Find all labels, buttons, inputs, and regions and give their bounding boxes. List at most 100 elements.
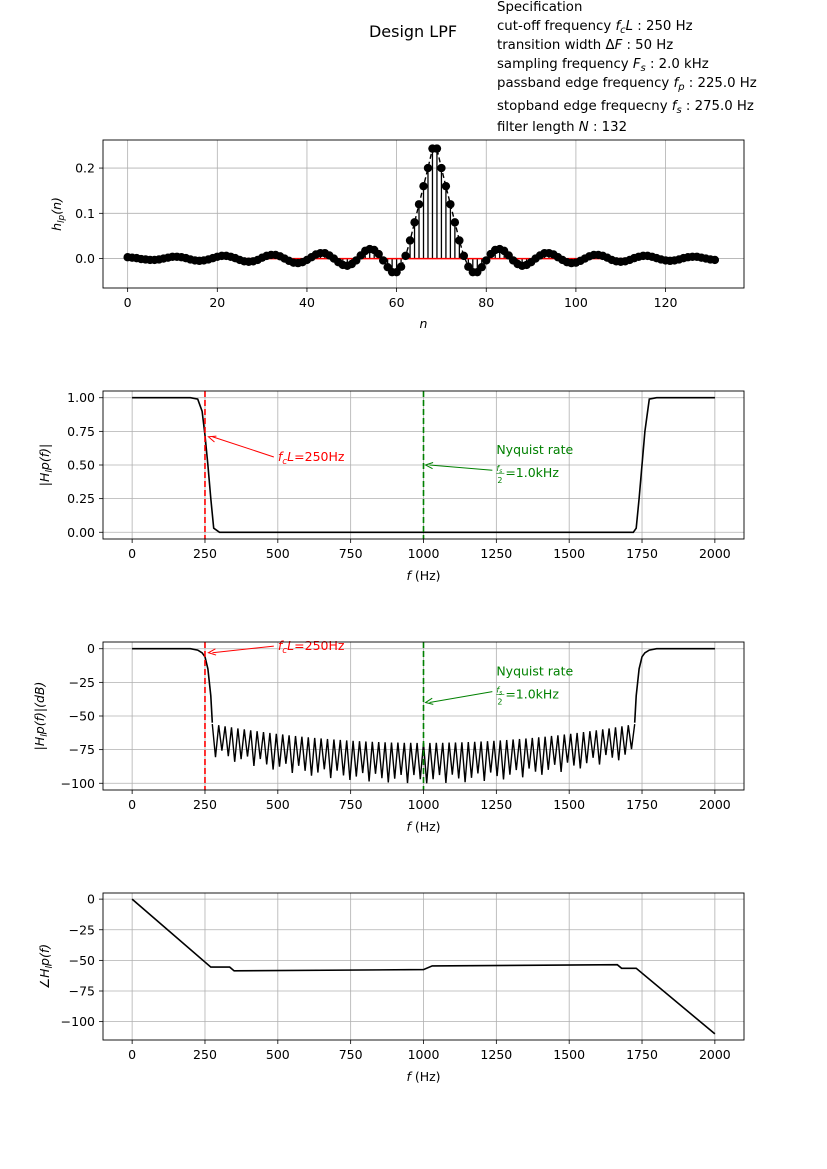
magnitude-trace (132, 396, 715, 534)
x-tick-label: 1500 (553, 546, 585, 561)
y-tick-label: 0 (87, 892, 95, 907)
annotation-cutoff: fcL=250Hz (278, 449, 345, 467)
y-tick-label: −100 (61, 1014, 95, 1029)
plot-area (131, 898, 716, 1035)
annotation-nyquist-value: fs 2=1.0kHz (496, 464, 559, 485)
x-tick-label: 80 (478, 295, 494, 310)
y-tick-label: −50 (69, 953, 95, 968)
plot-area (132, 391, 715, 539)
x-tick-label: 1500 (553, 1047, 585, 1062)
spec-line-passband: passband edge frequency fp : 225.0 Hz (497, 76, 757, 93)
stem-marker (482, 256, 491, 265)
y-tick-label: −25 (69, 922, 95, 937)
y-tick-label: 0.25 (67, 491, 95, 506)
annotation-arrow (212, 645, 274, 654)
annotation-nyquist-title: Nyquist rate (496, 664, 573, 679)
stem-marker (455, 236, 464, 245)
annotation-nyquist-title: Nyquist rate (496, 442, 573, 457)
annotation-arrowhead (207, 648, 217, 656)
x-tick-label: 1750 (626, 797, 658, 812)
x-axis-label: f (Hz) (406, 568, 440, 583)
x-tick-label: 40 (299, 295, 315, 310)
x-tick-label: 250 (193, 546, 217, 561)
y-axis-label: hlp(n) (49, 197, 67, 231)
stem-marker (441, 181, 451, 191)
x-tick-label: 100 (564, 295, 588, 310)
stem-marker (710, 255, 720, 265)
stem-marker (419, 181, 428, 191)
impulse-response-chart: 0 20 40 60 80 100 120 0.0 0.1 0.2 n hlp(n) (49, 139, 745, 331)
x-tick-label: 750 (339, 546, 363, 561)
x-tick-label: 2000 (699, 1047, 731, 1062)
annotation-arrowhead (424, 462, 434, 470)
stem-marker (405, 236, 415, 245)
x-tick-label: 2000 (699, 546, 731, 561)
x-tick-label: 500 (266, 797, 290, 812)
y-tick-label: 0 (87, 641, 95, 656)
x-tick-label: 1000 (408, 797, 440, 812)
magnitude-db-trace (132, 647, 214, 723)
y-tick-label: −25 (69, 675, 95, 690)
x-tick-label: 1500 (553, 797, 585, 812)
x-tick-label: 1250 (480, 797, 512, 812)
axes-frame (102, 641, 745, 791)
spec-line-transition: transition width ΔF : 50 Hz (497, 38, 673, 53)
y-tick-label: 0.1 (75, 206, 95, 221)
magnitude-response-chart: 0 250 500 750 1000 1250 1500 1750 2000 0.00 0.25 0.… (37, 390, 745, 583)
stem-marker (423, 163, 433, 173)
stem-marker (437, 163, 446, 173)
stem-marker (401, 251, 410, 261)
x-tick-label: 1250 (480, 1047, 512, 1062)
x-tick-label: 1250 (480, 546, 512, 561)
x-tick-label: 60 (389, 295, 405, 310)
grid-lines (103, 893, 744, 1040)
x-tick-label: 1750 (626, 1047, 658, 1062)
x-tick-label: 750 (339, 1047, 363, 1062)
x-tick-label: 1000 (408, 546, 440, 561)
annotation-arrow (212, 436, 274, 458)
stem-marker (450, 218, 460, 227)
x-tick-label: 120 (654, 295, 678, 310)
spec-line-sampling: sampling frequency Fs : 2.0 kHz (497, 57, 709, 74)
spec-box: Specification cut-off frequency fcL : 25… (497, 0, 757, 135)
stem-marker (459, 251, 469, 261)
x-tick-label: 2000 (699, 797, 731, 812)
y-tick-label: −100 (61, 776, 95, 791)
y-tick-label: −50 (69, 709, 95, 724)
spec-line-stopband: stopband edge frequecny fs : 275.0 Hz (497, 99, 754, 116)
phase-response-chart: 0 250 500 750 1000 1250 1500 1750 2000 0 −25 −50 −75… (37, 892, 745, 1084)
axes-frame (102, 390, 745, 540)
stem-marker (477, 262, 486, 272)
stem-marker (410, 218, 419, 227)
stem-marker (378, 256, 388, 265)
y-tick-label: −75 (69, 984, 95, 999)
x-tick-label: 1000 (408, 1047, 440, 1062)
x-tick-label: 750 (339, 797, 363, 812)
annotation-arrow (429, 464, 493, 471)
annotation-cutoff: fcL=250Hz (278, 638, 345, 656)
stem-marker (414, 200, 424, 209)
x-tick-label: 1750 (626, 546, 658, 561)
stem-marker (446, 200, 455, 209)
y-axis-label: ∠Hlp(f) (37, 944, 55, 989)
annotation-arrowhead (207, 435, 217, 443)
plot-area (132, 642, 715, 790)
y-tick-label: 0.0 (75, 251, 95, 266)
plot-area (123, 144, 720, 277)
y-tick-label: −75 (69, 742, 95, 757)
x-tick-label: 250 (193, 797, 217, 812)
y-tick-label: 1.00 (67, 390, 95, 405)
annotation-nyquist-value: fs 2=1.0kHz (496, 686, 559, 707)
y-axis-label: |Hlp(f)|(dB) (32, 682, 50, 751)
x-axis-label: n (420, 316, 428, 331)
annotation-arrow (429, 691, 493, 704)
magnitude-db-chart: 0 250 500 750 1000 1250 1500 1750 2000 0 −25 −50 −75… (32, 638, 745, 834)
x-axis-label: f (Hz) (406, 1069, 440, 1084)
axes-frame (102, 139, 745, 289)
x-axis-label: f (Hz) (406, 819, 440, 834)
stem-marker (396, 262, 406, 271)
y-tick-label: 0.2 (75, 161, 95, 176)
x-tick-label: 0 (128, 797, 136, 812)
x-tick-label: 20 (209, 295, 225, 310)
